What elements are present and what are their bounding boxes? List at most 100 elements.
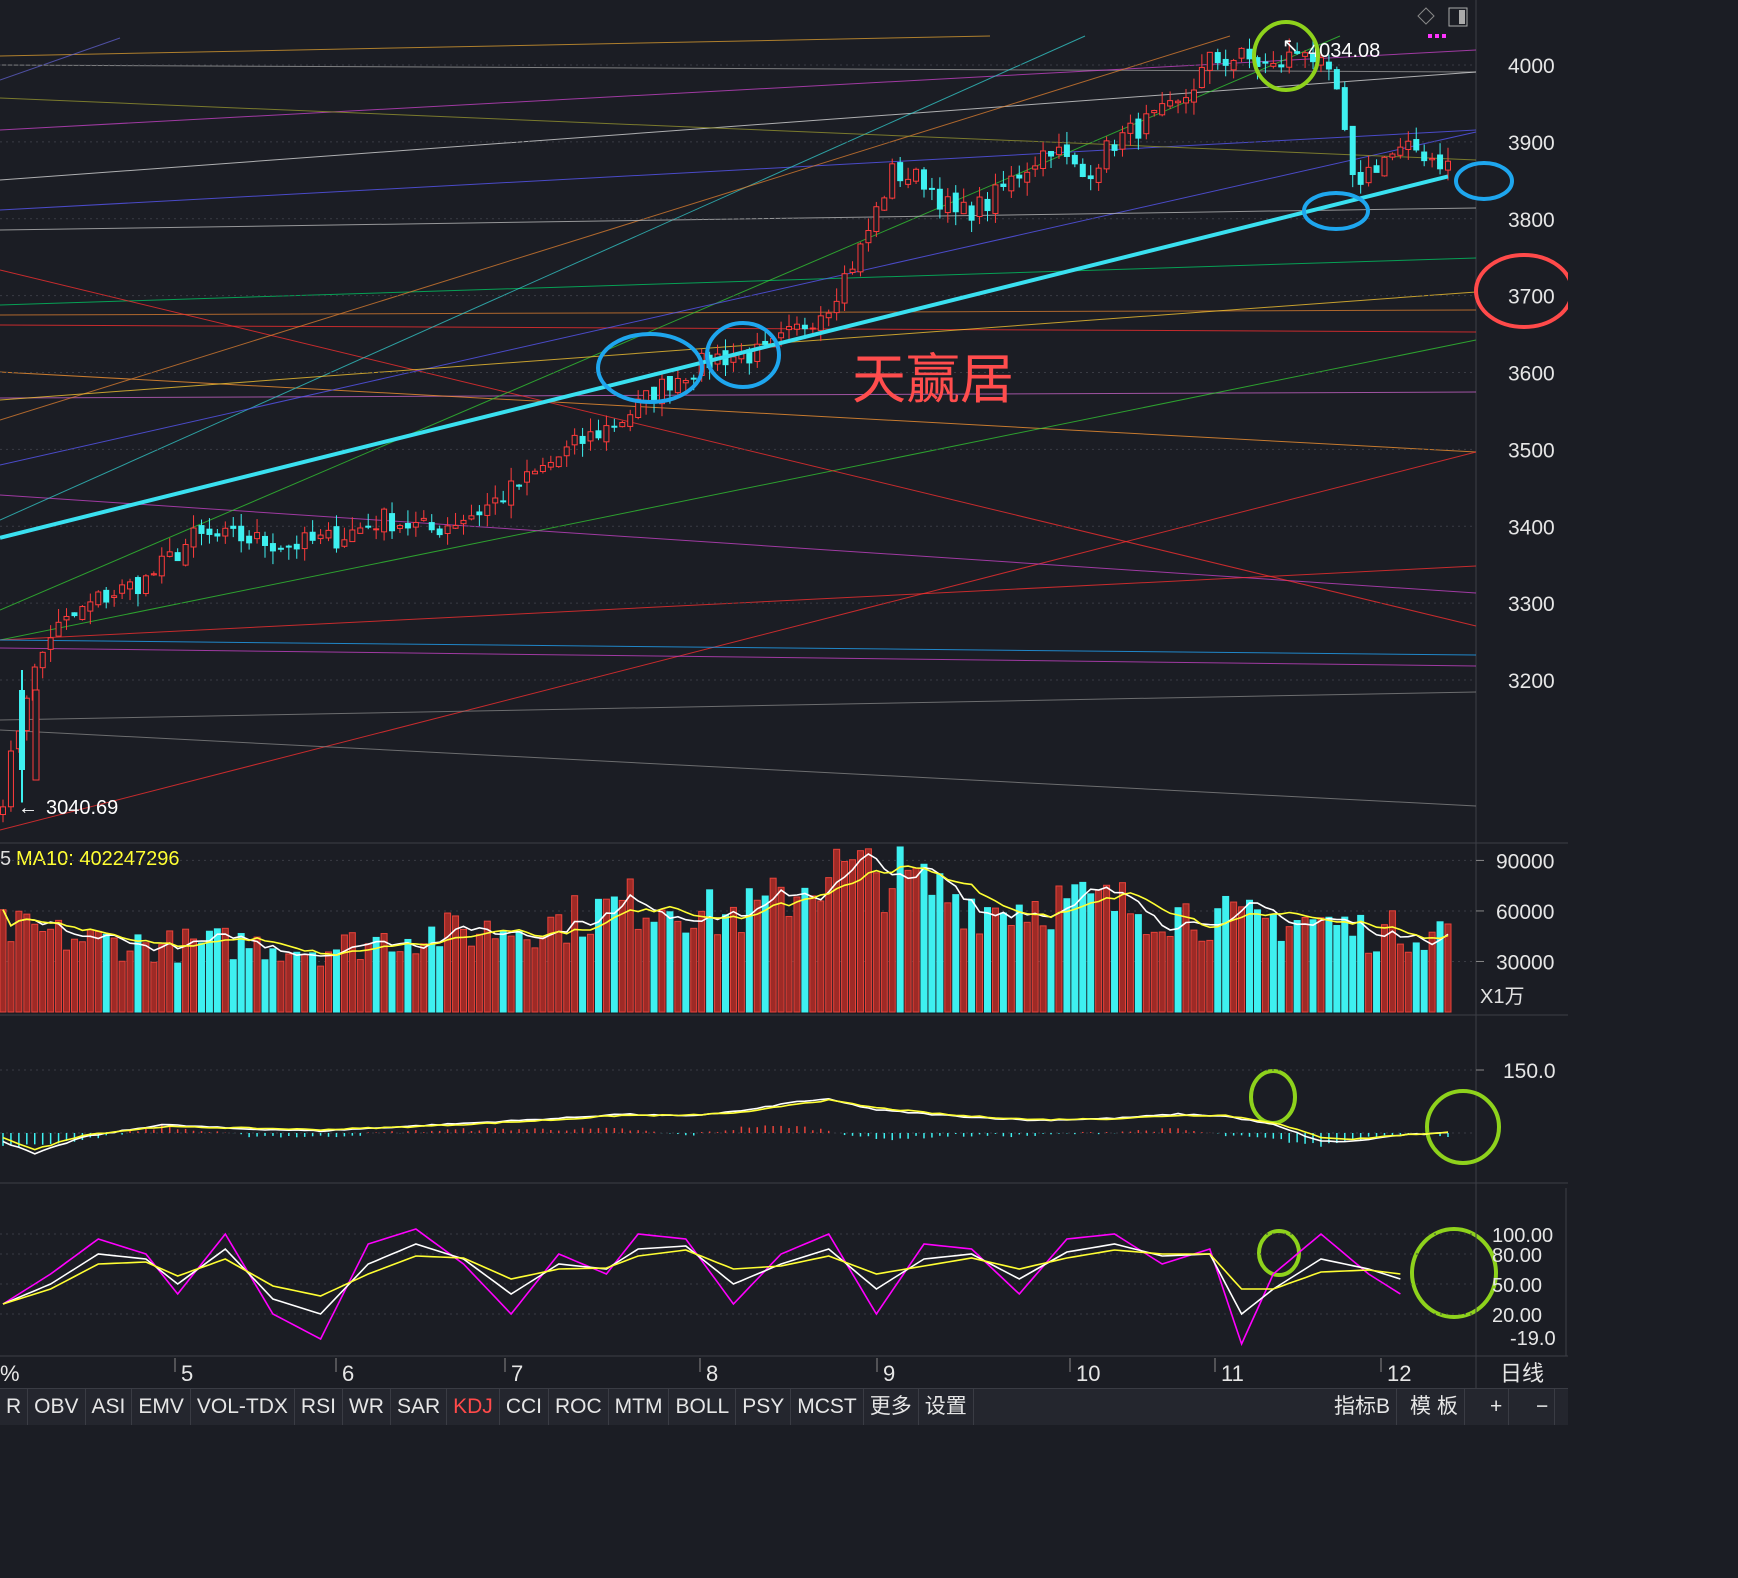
macd-dea-line [2,1098,1449,1151]
volume-bar [380,933,388,1013]
candle-body [913,168,920,182]
candle-body [1032,165,1039,170]
volume-bar [39,930,47,1013]
kdj-j-line [2,1228,1401,1347]
tab-rsi[interactable]: RSI [295,1389,343,1425]
candle-body [341,539,348,547]
volume-bar [1388,910,1396,1013]
tab-sar[interactable]: SAR [391,1389,448,1425]
volume-bar [1055,885,1063,1013]
volume-bar [999,912,1007,1013]
volume-bar [444,912,452,1013]
volume-bar [190,938,198,1013]
candle-body [389,513,396,532]
candle-body [1325,61,1332,70]
candle-body [158,555,165,577]
kdj-k-line [2,1243,1401,1316]
tab-kdj[interactable]: KDJ [447,1389,500,1425]
candle-body [524,471,531,483]
right-tab-1[interactable]: 模 板 [1404,1389,1465,1425]
volume-bar [1079,881,1087,1013]
tab-asi[interactable]: ASI [86,1389,133,1425]
tab-mtm[interactable]: MTM [609,1389,670,1425]
candle-body [1182,97,1189,104]
volume-bar [1261,917,1269,1013]
candle-body [1111,144,1118,151]
candle-body [1238,47,1245,59]
volume-bar [1285,926,1293,1013]
volume-bar [428,926,436,1013]
price-tick-label: 3300 [1508,593,1555,616]
tab-更多[interactable]: 更多 [864,1389,919,1425]
volume-tick-label: 60000 [1496,901,1554,924]
candle-body [1214,52,1221,64]
candle-body [539,464,546,473]
volume-bar [1111,910,1119,1013]
volume-bar [1428,931,1436,1013]
volume-bar [1023,921,1031,1013]
right-tab-2[interactable]: + [1484,1389,1510,1425]
volume-bar [126,950,134,1013]
candle-body [1198,66,1205,89]
date-tick-label: 9 [883,1361,895,1386]
candle-body [690,377,697,380]
volume-bar [499,930,507,1013]
analysis-line [0,131,1477,466]
candle-body [1119,132,1126,150]
right-tab-3[interactable]: − [1530,1389,1556,1425]
candle-body [23,697,30,732]
volume-bar [571,895,579,1013]
volume-bar [610,896,618,1013]
analysis-line [0,71,1477,181]
tab-emv[interactable]: EMV [132,1389,191,1425]
panel-toggle-icon[interactable] [1448,7,1468,27]
candle-body [1270,62,1277,67]
candle-body [1405,140,1412,150]
candle-body [889,163,896,199]
indicator-tabbar: R OBV ASI EMV VOL-TDX RSI WR SAR KDJ CCI ROC MTM BOL… [0,1388,1568,1425]
tab-cci[interactable]: CCI [500,1389,549,1425]
volume-bar [1325,916,1333,1013]
candle-body [1206,51,1213,71]
candle-body [508,480,515,506]
volume-bar [1031,900,1039,1013]
kdj-grid [0,1188,1567,1356]
candle-body [976,196,983,218]
right-tab-0[interactable]: 指标B [1328,1389,1398,1425]
candle-body [1341,87,1348,130]
volume-bar [1222,895,1230,1013]
volume-bar [1095,889,1103,1013]
volume-bar [23,913,31,1013]
analysis-line [0,639,1477,656]
volume-bar [531,947,539,1013]
candle-body [1135,118,1142,139]
tab-boll[interactable]: BOLL [669,1389,737,1425]
diamond-icon[interactable] [1417,7,1435,25]
volume-bar [737,932,745,1013]
volume-bar [452,915,460,1013]
volume-bar [515,931,523,1013]
tab-r[interactable]: R [0,1389,29,1425]
analysis-line [0,324,1477,333]
candle-body [793,323,800,330]
volume-bar [404,938,412,1013]
tab-mcst[interactable]: MCST [791,1389,864,1425]
tab-vol-tdx[interactable]: VOL-TDX [191,1389,295,1425]
tab-obv[interactable]: OBV [28,1389,86,1425]
candle-body [246,535,253,544]
candle-body [428,522,435,531]
period-label[interactable]: 日线 [1500,1361,1544,1386]
tab-wr[interactable]: WR [343,1389,391,1425]
volume-bar [0,909,7,1013]
candle-body [1071,154,1078,165]
candle-body [444,525,451,534]
volume-bar [70,938,78,1013]
volume-bar [1238,906,1246,1013]
tab-psy[interactable]: PSY [736,1389,792,1425]
candle-body [555,456,562,468]
candle-body [579,435,586,444]
volume-bar [769,877,777,1013]
tab-设置[interactable]: 设置 [919,1389,974,1425]
volume-bar [412,953,420,1013]
tab-roc[interactable]: ROC [549,1389,609,1425]
